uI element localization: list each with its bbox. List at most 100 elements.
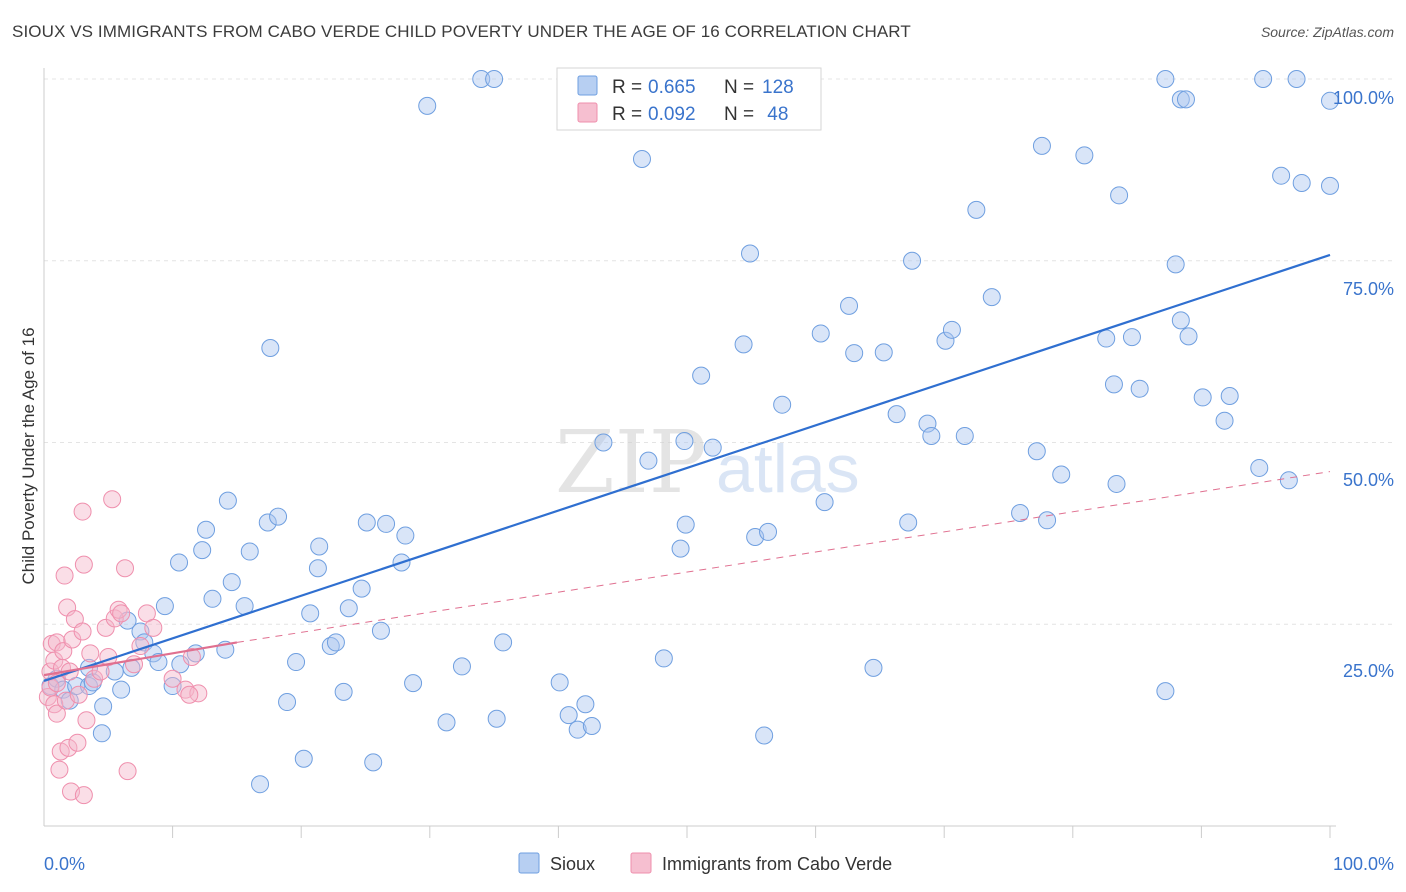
sioux-n-value: 128 bbox=[762, 77, 794, 98]
sioux-point bbox=[197, 520, 216, 539]
sioux-point bbox=[487, 709, 506, 728]
sioux-point bbox=[1220, 386, 1239, 405]
sioux-point bbox=[874, 343, 893, 362]
y-tick-label-100: 100.0% bbox=[1333, 88, 1394, 108]
x-tick-label-0: 0.0% bbox=[44, 854, 85, 874]
sioux-point bbox=[1292, 173, 1311, 192]
sioux-point bbox=[1156, 70, 1175, 88]
sioux-point bbox=[967, 200, 986, 219]
sioux-point bbox=[1104, 375, 1123, 394]
sioux-point bbox=[222, 573, 241, 592]
cabo-verde-r-label: R = bbox=[612, 104, 642, 125]
cabo-verde-point bbox=[189, 684, 208, 703]
chart-title: SIOUX VS IMMIGRANTS FROM CABO VERDE CHIL… bbox=[12, 22, 911, 41]
cabo-verde-trend-extension bbox=[236, 471, 1331, 643]
sioux-point bbox=[755, 726, 774, 745]
cabo-verde-point bbox=[144, 618, 163, 637]
sioux-point bbox=[1011, 504, 1030, 523]
sioux-point bbox=[1171, 311, 1190, 330]
sioux-point bbox=[485, 70, 504, 88]
cabo-verde-point bbox=[118, 762, 137, 781]
sioux-point bbox=[903, 251, 922, 270]
bottom-legend-cabo-verde-swatch bbox=[630, 852, 652, 874]
y-tick-labels: 100.0% 75.0% 50.0% 25.0% bbox=[1333, 88, 1394, 681]
sioux-point bbox=[218, 491, 237, 510]
sioux-point bbox=[1215, 411, 1234, 430]
cabo-verde-point bbox=[163, 669, 182, 688]
bottom-legend-sioux-label: Sioux bbox=[550, 854, 595, 874]
sioux-point bbox=[922, 426, 941, 445]
sioux-point bbox=[845, 344, 864, 363]
sioux-point bbox=[404, 674, 423, 693]
sioux-point bbox=[364, 753, 383, 772]
sioux-point bbox=[692, 366, 711, 385]
sioux-point bbox=[773, 395, 792, 414]
sioux-point bbox=[1032, 136, 1051, 155]
cabo-verde-point bbox=[85, 669, 104, 688]
sioux-point bbox=[1122, 328, 1141, 347]
cabo-verde-point bbox=[69, 685, 88, 704]
cabo-verde-r-value: 0.092 bbox=[648, 104, 696, 125]
sioux-point bbox=[1321, 176, 1339, 195]
sioux-point bbox=[1130, 379, 1149, 398]
cabo-verde-n-label: N = bbox=[724, 104, 754, 125]
sioux-point bbox=[936, 331, 955, 350]
sioux-point bbox=[654, 649, 673, 668]
sioux-point bbox=[170, 553, 189, 572]
sioux-point bbox=[396, 526, 415, 545]
sioux-point bbox=[1321, 91, 1339, 110]
sioux-point bbox=[171, 655, 190, 674]
sioux-n-label: N = bbox=[724, 77, 754, 98]
sioux-point bbox=[357, 513, 376, 532]
sioux-point bbox=[321, 637, 340, 656]
cabo-verde-point bbox=[47, 704, 66, 723]
cabo-verde-point bbox=[73, 622, 92, 641]
cabo-verde-point bbox=[74, 555, 93, 574]
sioux-point bbox=[112, 680, 131, 699]
sioux-point bbox=[582, 717, 601, 736]
sioux-point bbox=[559, 706, 578, 725]
cabo-verde-point bbox=[59, 738, 78, 757]
cabo-verde-point bbox=[116, 559, 135, 578]
cabo-verde-point bbox=[182, 647, 201, 666]
cabo-verde-swatch bbox=[577, 102, 598, 123]
x-ticks bbox=[172, 826, 1331, 838]
sioux-point bbox=[734, 335, 753, 354]
cabo-verde-point bbox=[112, 604, 131, 623]
y-tick-label-25: 25.0% bbox=[1343, 661, 1394, 681]
cabo-verde-point bbox=[68, 733, 87, 752]
sioux-point bbox=[1097, 329, 1116, 348]
sioux-points bbox=[41, 70, 1339, 794]
cabo-verde-point bbox=[180, 685, 199, 704]
bottom-legend: Sioux Immigrants from Cabo Verde bbox=[518, 852, 892, 874]
sioux-point bbox=[864, 658, 883, 677]
cabo-verde-point bbox=[103, 490, 122, 509]
watermark-zip: ZIP bbox=[555, 413, 707, 513]
cabo-verde-trend-line bbox=[43, 641, 238, 677]
sioux-point bbox=[1038, 511, 1057, 530]
sioux-point bbox=[1052, 465, 1071, 484]
sioux-point bbox=[334, 682, 353, 701]
sioux-swatch bbox=[577, 75, 598, 96]
sioux-point bbox=[437, 713, 456, 732]
sioux-point bbox=[203, 589, 222, 608]
cabo-verde-point bbox=[74, 786, 93, 805]
sioux-point bbox=[1287, 70, 1306, 88]
sioux-point bbox=[1193, 388, 1212, 407]
sioux-point bbox=[377, 514, 396, 533]
sioux-point bbox=[1075, 146, 1094, 165]
sioux-point bbox=[94, 697, 113, 716]
sioux-point bbox=[1179, 327, 1198, 346]
sioux-point bbox=[278, 693, 297, 712]
sioux-point bbox=[310, 537, 329, 556]
sioux-point bbox=[287, 653, 306, 672]
cabo-verde-points bbox=[38, 490, 208, 805]
sioux-point bbox=[258, 513, 277, 532]
sioux-point bbox=[1171, 90, 1190, 109]
sioux-point bbox=[982, 288, 1001, 307]
sioux-point bbox=[261, 338, 280, 357]
sioux-point bbox=[741, 244, 760, 263]
sioux-point bbox=[811, 324, 830, 343]
cabo-verde-point bbox=[55, 566, 74, 585]
